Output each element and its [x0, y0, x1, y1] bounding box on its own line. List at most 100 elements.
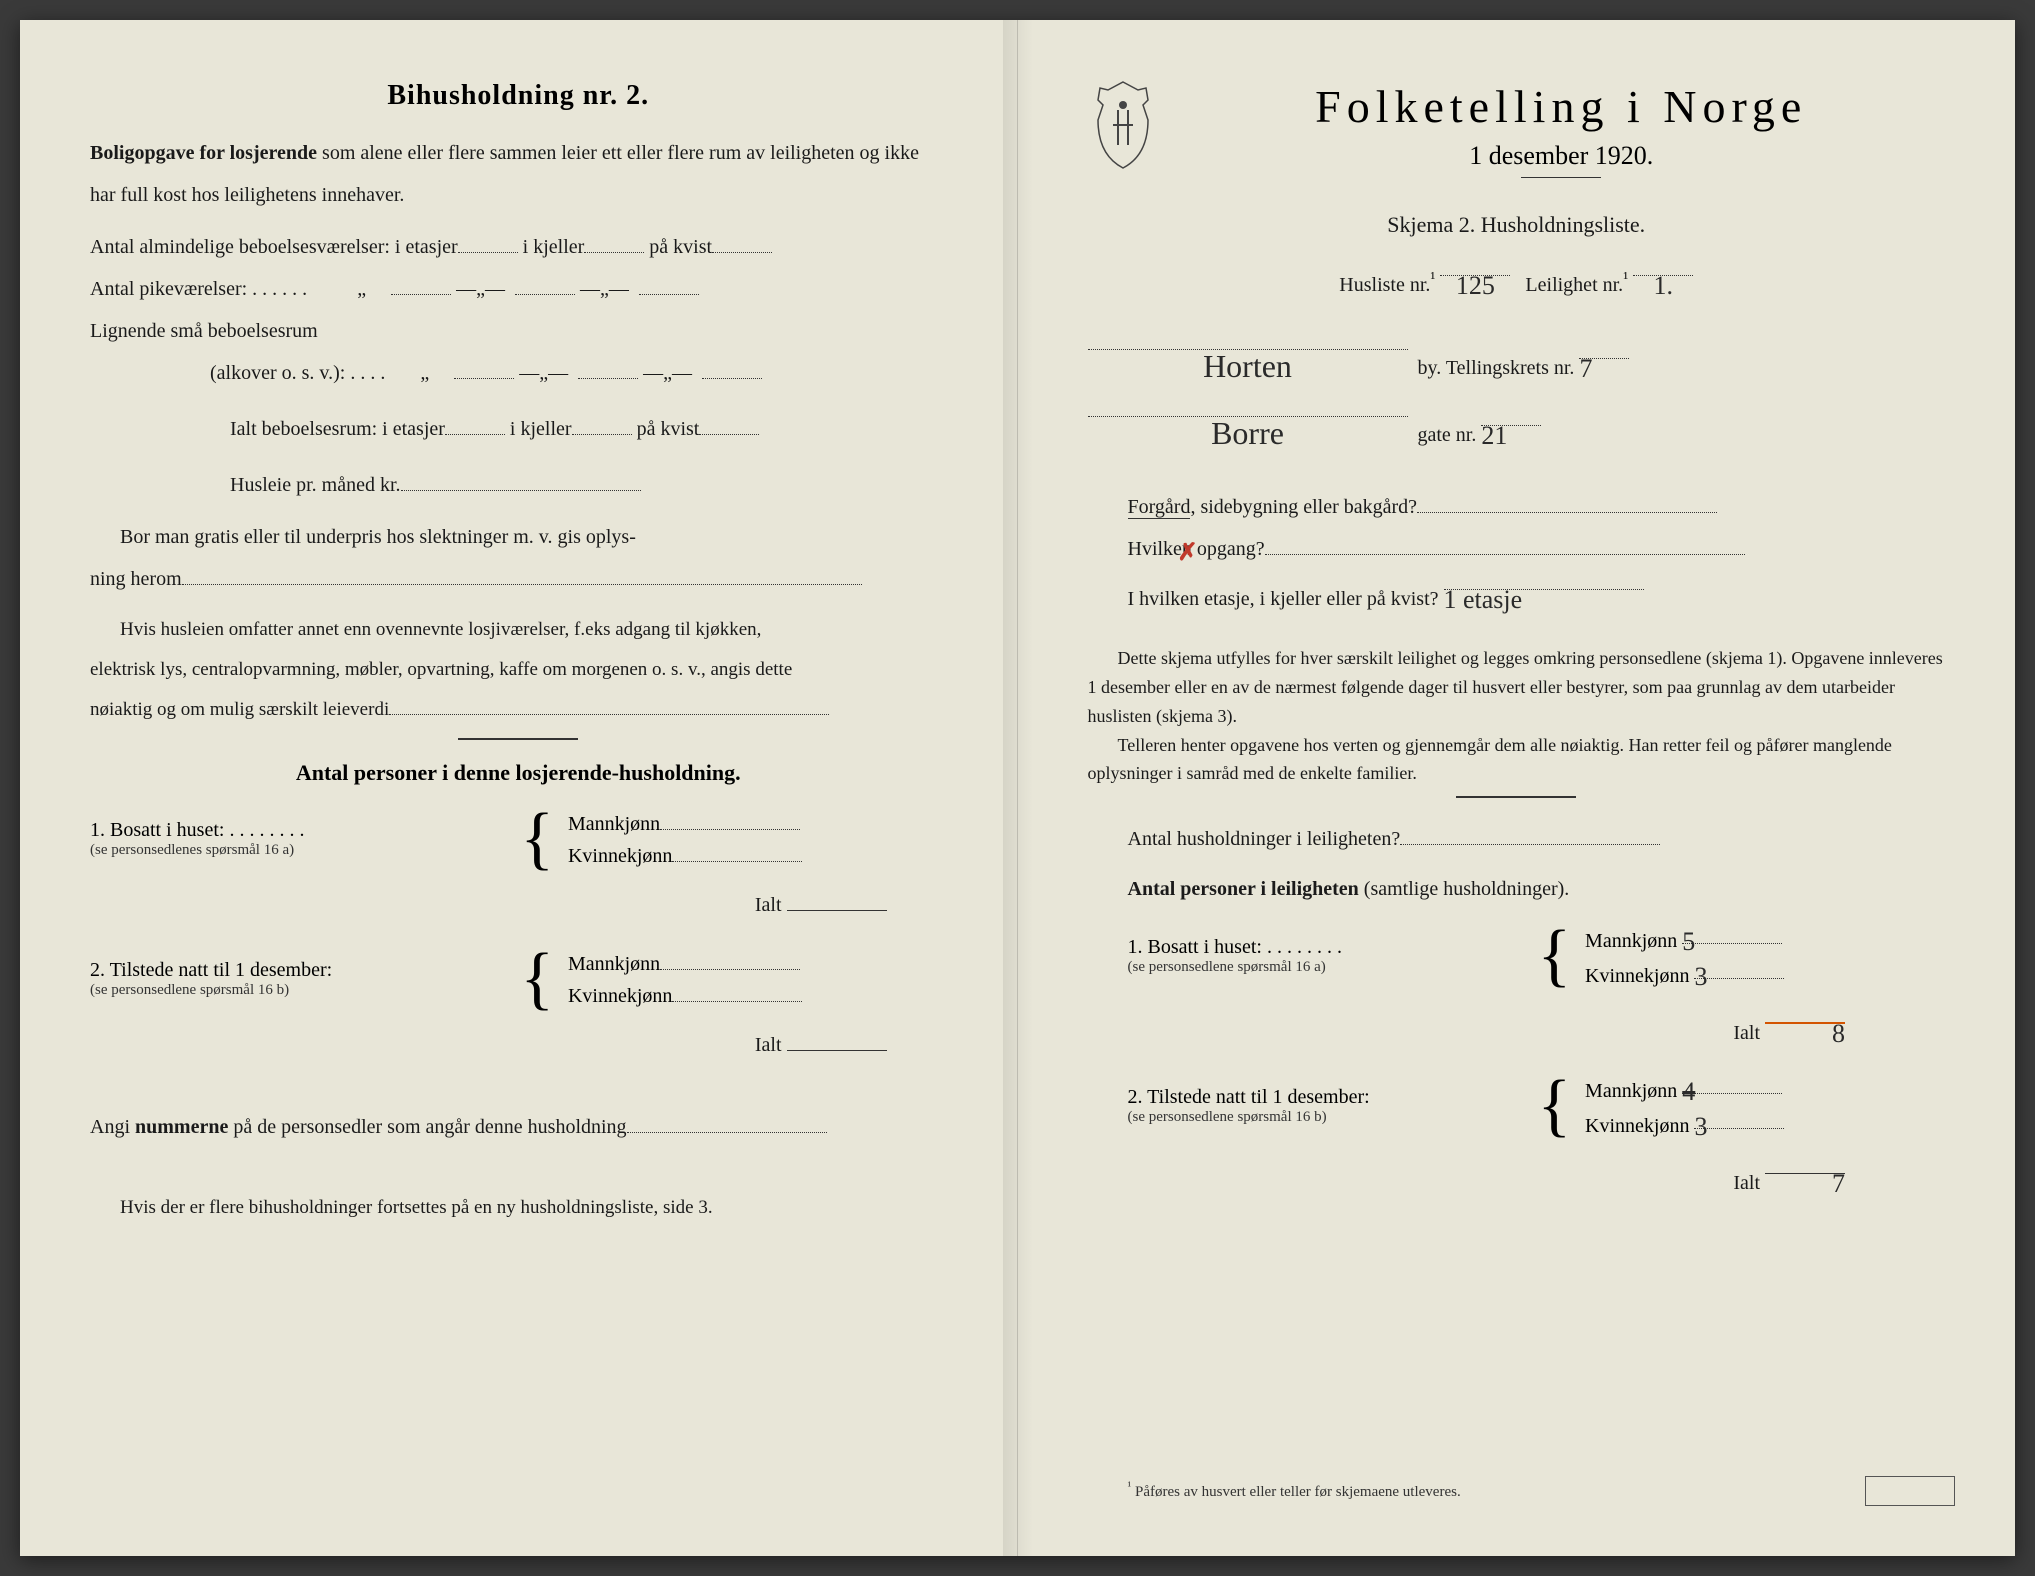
- footnote-marker: ¹: [1623, 269, 1628, 288]
- intro-bold: Boligopgave for losjerende: [90, 142, 317, 164]
- row2-right: 2. Tilstede natt til 1 desember: (se per…: [1128, 1086, 1524, 1126]
- brace-icon: {: [1537, 928, 1571, 984]
- count-grid-2-left: 2. Tilstede natt til 1 desember: (se per…: [90, 950, 947, 1008]
- row1-label: 1. Bosatt i huset: . . . . . . . .: [1128, 936, 1524, 959]
- header-row: Folketelling i Norge 1 desember 1920.: [1088, 80, 1946, 192]
- row1-values-left: Mannkjønn Kvinnekjønn: [568, 810, 947, 868]
- count-grid-1-right: 1. Bosatt i huset: . . . . . . . . (se p…: [1088, 924, 1946, 988]
- leilighet-label: Leilighet nr.: [1525, 274, 1623, 296]
- footnote-text: ¹ Påføres av husvert eller teller før sk…: [1128, 1479, 1461, 1501]
- rent-line: Husleie pr. måned kr.: [90, 464, 947, 506]
- leilighet-value: 1.: [1653, 259, 1673, 314]
- l1b: i kjeller: [523, 236, 585, 258]
- husliste-value: 125: [1456, 259, 1495, 314]
- husliste-line: Husliste nr.¹ 125 Leilighet nr.¹ 1.: [1088, 256, 1946, 306]
- printer-stamp: [1865, 1476, 1955, 1506]
- l3b: (alkover o. s. v.): . . . .: [210, 362, 385, 384]
- intro-paragraph: Boligopgave for losjerende som alene ell…: [90, 132, 947, 216]
- q3-text: I hvilken etasje, i kjeller eller på kvi…: [1128, 588, 1439, 610]
- extra3: nøiaktig og om mulig særskilt leieverdi: [90, 699, 389, 720]
- mann2-value: 4: [1682, 1077, 1695, 1107]
- footnote-body: Påføres av husvert eller teller før skje…: [1135, 1484, 1461, 1500]
- rooms-line-3a: Lignende små beboelsesrum: [90, 310, 947, 352]
- date-line: 1 desember 1920.: [1178, 141, 1946, 171]
- ialt-2-left: Ialt: [90, 1024, 947, 1066]
- row1-label: 1. Bosatt i huset: . . . . . . . .: [90, 819, 506, 842]
- kvinne-label: Kvinnekjønn: [568, 985, 672, 1007]
- footnote-marker: ¹: [1430, 269, 1435, 288]
- nummer-line: Angi nummerne på de personsedler som ang…: [90, 1106, 947, 1148]
- extra-3: nøiaktig og om mulig særskilt leieverdi: [90, 690, 947, 730]
- rent: Husleie pr. måned kr.: [230, 474, 401, 496]
- ialt-1-left: Ialt: [90, 884, 947, 926]
- title-block: Folketelling i Norge 1 desember 1920.: [1178, 80, 1946, 192]
- row2-values-left: Mannkjønn Kvinnekjønn: [568, 950, 947, 1008]
- ialt-label: Ialt: [755, 894, 782, 916]
- skjema-line: Skjema 2. Husholdningsliste.: [1088, 202, 1946, 248]
- extra-1: Hvis husleien omfatter annet enn ovennev…: [90, 610, 947, 650]
- row1-values-right: Mannkjønn 5 Kvinnekjønn 3: [1585, 924, 1945, 988]
- bottom-line-left: Hvis der er flere bihusholdninger fortse…: [90, 1188, 947, 1228]
- divider: [1521, 177, 1601, 178]
- kvinne-label: Kvinnekjønn: [1585, 965, 1689, 987]
- rooms-line-3b: (alkover o. s. v.): . . . . „ —„— —„—: [90, 352, 947, 394]
- ialt-label: Ialt: [755, 1034, 782, 1056]
- coat-of-arms-icon: [1088, 80, 1158, 170]
- q2-row: ✗ Hvilken opgang?: [1128, 528, 1946, 570]
- count-q-text: Antal husholdninger i leiligheten?: [1128, 828, 1401, 850]
- row1-sub: (se personsedlene spørsmål 16 a): [1128, 959, 1524, 976]
- census-document: Bihusholdning nr. 2. Boligopgave for los…: [20, 20, 2015, 1556]
- l4c: på kvist: [637, 418, 700, 440]
- by-label: by. Tellingskrets nr.: [1418, 357, 1575, 379]
- row2-sub: (se personsedlene spørsmål 16 b): [90, 982, 506, 999]
- nummer-a: Angi: [90, 1116, 135, 1138]
- count-title-left: Antal personer i denne losjerende-hushol…: [90, 760, 947, 786]
- count-title-bold: Antal personer i leiligheten: [1128, 878, 1359, 900]
- mann-label: Mannkjønn: [568, 953, 660, 975]
- l1c: på kvist: [649, 236, 712, 258]
- ialt-label: Ialt: [1733, 1022, 1760, 1044]
- kvinne2-value: 3: [1694, 1112, 1707, 1142]
- kvinne-label: Kvinnekjønn: [1585, 1115, 1689, 1137]
- count-grid-2-right: 2. Tilstede natt til 1 desember: (se per…: [1088, 1074, 1946, 1138]
- count-title-right: Antal personer i leiligheten (samtlige h…: [1088, 868, 1946, 910]
- ialt2-value: 7: [1832, 1157, 1845, 1212]
- krets-value: 7: [1579, 342, 1592, 397]
- count-q: Antal husholdninger i leiligheten?: [1088, 818, 1946, 860]
- brace-icon: {: [520, 811, 554, 867]
- nummer-b: på de personsedler som angår denne husho…: [228, 1116, 626, 1138]
- main-title: Folketelling i Norge: [1178, 80, 1946, 133]
- page-right: Folketelling i Norge 1 desember 1920. Sk…: [1018, 20, 2016, 1556]
- q3-row: I hvilken etasje, i kjeller eller på kvi…: [1128, 570, 1946, 620]
- row1-right: 1. Bosatt i huset: . . . . . . . . (se p…: [1128, 936, 1524, 976]
- rooms-line-1: Antal almindelige beboelsesværelser: i e…: [90, 226, 947, 268]
- gratis2: ning herom: [90, 568, 182, 590]
- row1-left: 1. Bosatt i huset: . . . . . . . . (se p…: [90, 819, 506, 859]
- row2-label: 2. Tilstede natt til 1 desember:: [1128, 1086, 1524, 1109]
- ialt-1-right: Ialt 8: [1088, 1004, 1946, 1054]
- questions-block: Forgård, sidebygning eller bakgård? ✗ Hv…: [1088, 486, 1946, 620]
- gate-line: Borre gate nr. 21: [1088, 397, 1946, 456]
- extra-2: elektrisk lys, centralopvarmning, møbler…: [90, 650, 947, 690]
- q1-text: Forgård, sidebygning eller bakgård?: [1128, 496, 1418, 519]
- l2: Antal pikeværelser: . . . . . .: [90, 278, 307, 300]
- gratis-2: ning herom: [90, 558, 947, 600]
- kvinne-label: Kvinnekjønn: [568, 845, 672, 867]
- row2-values-right: Mannkjønn 4 Kvinnekjønn 3: [1585, 1074, 1945, 1138]
- para-2: Telleren henter opgavene hos verten og g…: [1088, 731, 1946, 789]
- brace-icon: {: [520, 951, 554, 1007]
- row1-sub: (se personsedlenes spørsmål 16 a): [90, 842, 506, 859]
- red-x-mark: ✗: [1178, 528, 1198, 578]
- husliste-label: Husliste nr.: [1339, 274, 1430, 296]
- footnote-marker: ¹: [1128, 1479, 1132, 1493]
- l1a: Antal almindelige beboelsesværelser: i e…: [90, 236, 458, 258]
- ialt-label: Ialt: [1733, 1172, 1760, 1194]
- divider: [1456, 796, 1576, 798]
- nummer-bold: nummerne: [135, 1116, 228, 1138]
- gate-nr-value: 21: [1481, 409, 1507, 464]
- rooms-total: Ialt beboelsesrum: i etasjer i kjeller p…: [90, 408, 947, 450]
- row2-sub: (se personsedlene spørsmål 16 b): [1128, 1109, 1524, 1126]
- page-left: Bihusholdning nr. 2. Boligopgave for los…: [20, 20, 1018, 1556]
- by-line: Horten by. Tellingskrets nr. 7: [1088, 330, 1946, 389]
- mann-label: Mannkjønn: [1585, 930, 1677, 952]
